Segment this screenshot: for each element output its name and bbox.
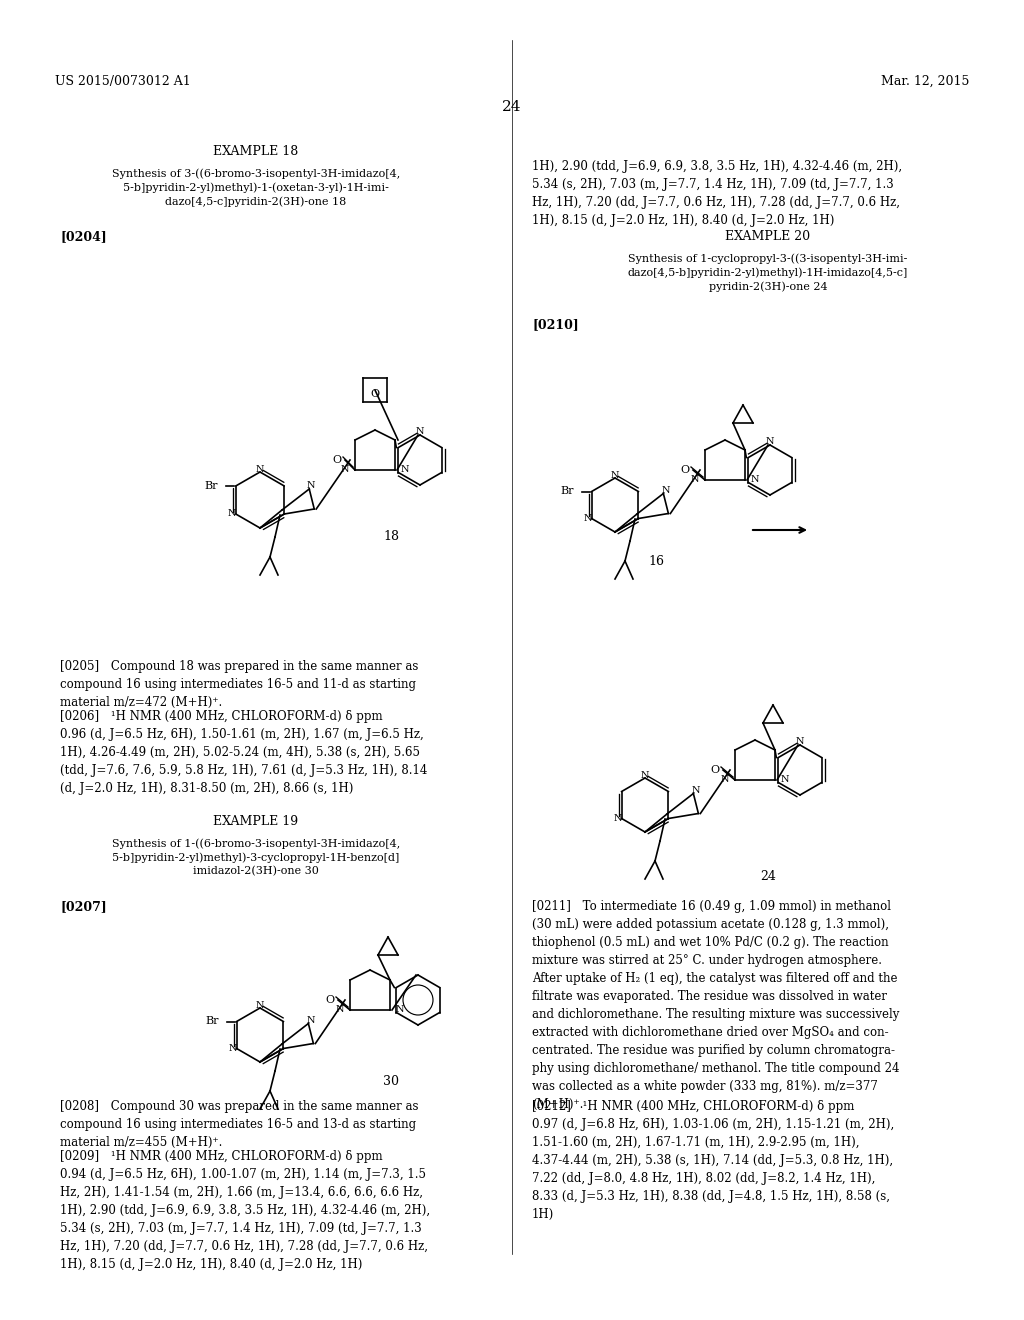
Text: O: O (371, 389, 380, 399)
Text: 16: 16 (648, 554, 664, 568)
Text: Synthesis of 3-((6-bromo-3-isopentyl-3H-imidazo[4,
5-b]pyridin-2-yl)methyl)-1-(o: Synthesis of 3-((6-bromo-3-isopentyl-3H-… (112, 168, 400, 206)
Text: [0208] Compound 30 was prepared in the same manner as
compound 16 using intermed: [0208] Compound 30 was prepared in the s… (60, 1100, 419, 1148)
Text: [0205] Compound 18 was prepared in the same manner as
compound 16 using intermed: [0205] Compound 18 was prepared in the s… (60, 660, 419, 709)
Text: O: O (326, 995, 335, 1005)
Text: O: O (711, 766, 720, 775)
Text: [0206] ¹H NMR (400 MHz, CHLOROFORM-d) δ ppm
0.96 (d, J=6.5 Hz, 6H), 1.50-1.61 (m: [0206] ¹H NMR (400 MHz, CHLOROFORM-d) δ … (60, 710, 427, 795)
Text: 30: 30 (383, 1074, 399, 1088)
Text: N: N (721, 776, 729, 784)
Text: N: N (584, 513, 592, 523)
Text: [0204]: [0204] (60, 230, 106, 243)
Text: N: N (396, 1006, 404, 1015)
Text: N: N (228, 1044, 237, 1053)
Text: Br: Br (204, 480, 218, 491)
Text: Synthesis of 1-cyclopropyl-3-((3-isopentyl-3H-imi-
dazo[4,5-b]pyridin-2-yl)methy: Synthesis of 1-cyclopropyl-3-((3-isopent… (628, 253, 908, 292)
Text: N: N (662, 486, 670, 495)
Text: 24: 24 (760, 870, 776, 883)
Text: N: N (306, 1016, 314, 1026)
Text: [0211] To intermediate 16 (0.49 g, 1.09 mmol) in methanol
(30 mL) were added pot: [0211] To intermediate 16 (0.49 g, 1.09 … (532, 900, 899, 1111)
Text: EXAMPLE 20: EXAMPLE 20 (725, 230, 811, 243)
Text: N: N (691, 785, 699, 795)
Text: N: N (341, 466, 349, 474)
Text: N: N (766, 437, 774, 446)
Text: N: N (256, 465, 264, 474)
Text: N: N (610, 470, 620, 479)
Text: 24: 24 (502, 100, 522, 114)
Text: N: N (690, 475, 699, 484)
Text: O: O (680, 465, 689, 475)
Text: N: N (336, 1006, 344, 1015)
Text: US 2015/0073012 A1: US 2015/0073012 A1 (55, 75, 190, 88)
Text: N: N (781, 776, 790, 784)
Text: N: N (796, 738, 804, 747)
Text: Br: Br (205, 1016, 218, 1027)
Text: N: N (613, 814, 622, 822)
Text: 1H), 2.90 (tdd, J=6.9, 6.9, 3.8, 3.5 Hz, 1H), 4.32-4.46 (m, 2H),
5.34 (s, 2H), 7: 1H), 2.90 (tdd, J=6.9, 6.9, 3.8, 3.5 Hz,… (532, 160, 902, 227)
Text: 18: 18 (383, 531, 399, 543)
Text: [0207]: [0207] (60, 900, 106, 913)
Text: Br: Br (560, 487, 573, 496)
Text: Synthesis of 1-((6-bromo-3-isopentyl-3H-imidazo[4,
5-b]pyridin-2-yl)methyl)-3-cy: Synthesis of 1-((6-bromo-3-isopentyl-3H-… (112, 838, 400, 876)
Text: O: O (333, 455, 342, 465)
Text: N: N (416, 428, 424, 437)
Text: EXAMPLE 19: EXAMPLE 19 (213, 814, 299, 828)
Text: N: N (751, 475, 760, 484)
Text: EXAMPLE 18: EXAMPLE 18 (213, 145, 299, 158)
Text: N: N (401, 466, 410, 474)
Text: N: N (256, 1001, 264, 1010)
Text: N: N (227, 510, 236, 519)
Text: [0212] ¹H NMR (400 MHz, CHLOROFORM-d) δ ppm
0.97 (d, J=6.8 Hz, 6H), 1.03-1.06 (m: [0212] ¹H NMR (400 MHz, CHLOROFORM-d) δ … (532, 1100, 894, 1221)
Text: [0210]: [0210] (532, 318, 579, 331)
Text: N: N (641, 771, 649, 780)
Text: N: N (307, 482, 315, 491)
Text: Mar. 12, 2015: Mar. 12, 2015 (881, 75, 969, 88)
Text: [0209] ¹H NMR (400 MHz, CHLOROFORM-d) δ ppm
0.94 (d, J=6.5 Hz, 6H), 1.00-1.07 (m: [0209] ¹H NMR (400 MHz, CHLOROFORM-d) δ … (60, 1150, 430, 1271)
